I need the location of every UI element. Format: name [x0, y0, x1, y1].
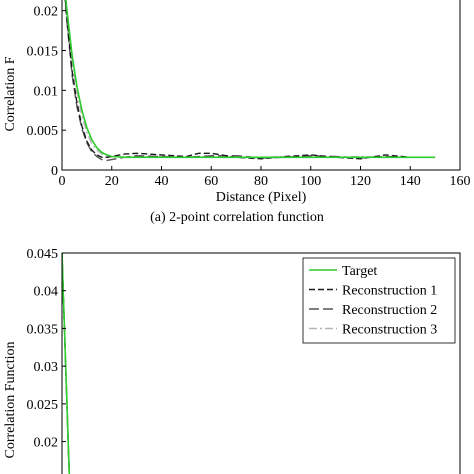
chart-b-y-tick-label: 0.045: [27, 247, 59, 262]
chart-a-y-tick-label: 0.005: [27, 124, 59, 139]
chart-b-y-tick-label: 0.025: [27, 398, 59, 413]
chart-a-series-target: [65, 0, 436, 159]
chart-a-y-tick-label: 0.015: [27, 44, 59, 59]
chart-a-x-tick-label: 160: [450, 174, 471, 189]
legend-label-target: Target: [342, 264, 377, 279]
chart-a-caption: (a) 2-point correlation function: [150, 210, 324, 225]
chart-b-plot-frame: [61, 252, 461, 474]
chart-a-x-tick-label: 80: [254, 174, 268, 189]
chart-a-x-ticks: 0 20 40 60 80 100 120 140 160: [59, 166, 471, 189]
chart-a-series-reconstruction-2: [64, 0, 436, 162]
chart-b-series-target: [62, 253, 71, 474]
chart-a-x-tick-label: 40: [155, 174, 169, 189]
chart-a-y-axis-label: Correlation F: [3, 56, 18, 131]
legend-label-reconstruction-3: Reconstruction 3: [342, 323, 437, 338]
chart-a-y-tick-label: 0.02: [34, 5, 59, 20]
legend-label-reconstruction-1: Reconstruction 1: [342, 284, 437, 299]
chart-b-y-axis-label: Correlation Function: [3, 341, 18, 458]
chart-a-plot-frame: [61, 0, 461, 171]
chart-a-x-tick-label: 140: [400, 174, 421, 189]
chart-a-series-group: [64, 0, 436, 162]
legend-entries: Target Reconstruction 1 Reconstruction 2 Re…: [309, 264, 437, 338]
chart-a-y-tick-label: 0: [51, 164, 58, 179]
chart-a: 0 20 40 60 80 100 120 140 160 0 0.005 0.01 0.015 0.0…: [3, 0, 471, 225]
chart-a-x-tick-label: 100: [300, 174, 321, 189]
chart-b-series-group: [62, 253, 71, 474]
chart-a-series-reconstruction-3: [64, 0, 436, 159]
chart-b-y-tick-label: 0.02: [34, 436, 59, 451]
chart-a-x-axis-label: Distance (Pixel): [216, 190, 307, 205]
chart-a-x-tick-label: 20: [105, 174, 119, 189]
chart-a-x-tick-label: 120: [350, 174, 371, 189]
chart-b-y-tick-label: 0.03: [34, 360, 59, 375]
chart-a-series-reconstruction-1: [64, 0, 436, 160]
legend-label-reconstruction-2: Reconstruction 2: [342, 303, 437, 318]
chart-b-y-tick-label: 0.035: [27, 322, 59, 337]
chart-b-y-tick-label: 0.04: [34, 285, 59, 300]
chart-a-y-tick-label: 0.01: [34, 84, 59, 99]
chart-a-x-tick-label: 60: [204, 174, 218, 189]
chart-b-legend: Target Reconstruction 1 Reconstruction 2 Re…: [302, 257, 456, 344]
chart-a-x-tick-label: 0: [59, 174, 66, 189]
